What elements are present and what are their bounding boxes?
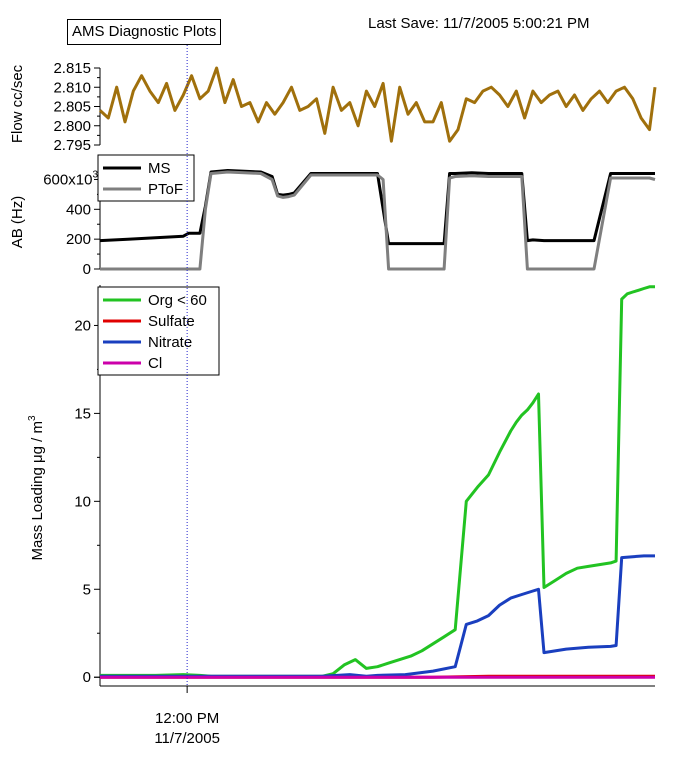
ab-legend-label: MS (148, 160, 171, 177)
flow-y-tick-label: 2.810 (53, 79, 91, 96)
ab-y-tick-exponent: 3 (92, 169, 98, 180)
mass-legend-label: Org < 60 (148, 292, 207, 309)
mass-y-label-exponent: 3 (27, 415, 38, 421)
ab-series-ptof (100, 170, 656, 271)
ab-y-tick-label: 600x103 (43, 169, 98, 188)
ab-legend (97, 154, 195, 202)
mass-y-tick-label: 15 (74, 405, 91, 422)
ab-y-tick-label: 400 (66, 201, 91, 218)
mass-y-tick-label: 20 (74, 317, 91, 334)
mass-legend-label: Cl (148, 355, 162, 372)
ab-y-label: AB (Hz) (9, 196, 26, 249)
flow-y-tick-label: 2.795 (53, 137, 91, 154)
mass-legend (97, 286, 220, 376)
flow-y-label: Flow cc/sec (9, 64, 26, 143)
flow-y-tick-label: 2.800 (53, 118, 91, 135)
mass-y-tick-label: 0 (83, 669, 91, 686)
mass-series-nitrate (100, 554, 655, 678)
x-tick-label: 12:00 PM (155, 710, 219, 727)
ab-y-tick-label: 200 (66, 231, 91, 248)
mass-y-tick-label: 10 (74, 493, 91, 510)
mass-y-label: Mass Loading μg / m3 (27, 415, 46, 561)
ab-y-tick-label: 0 (83, 261, 91, 278)
ab-legend-label: PToF (148, 181, 183, 198)
mass-legend-label: Sulfate (148, 313, 195, 330)
plot-title: AMS Diagnostic Plots (67, 19, 222, 45)
mass-y-tick-label: 5 (83, 581, 91, 598)
mass-legend-label: Nitrate (148, 334, 192, 351)
flow-series-flow (98, 66, 657, 143)
x-tick-sublabel: 11/7/2005 (154, 730, 220, 747)
flow-y-tick-label: 2.815 (53, 60, 91, 77)
last-save-label: Last Save: 11/7/2005 5:00:21 PM (368, 15, 590, 32)
flow-y-tick-label: 2.805 (53, 99, 91, 116)
